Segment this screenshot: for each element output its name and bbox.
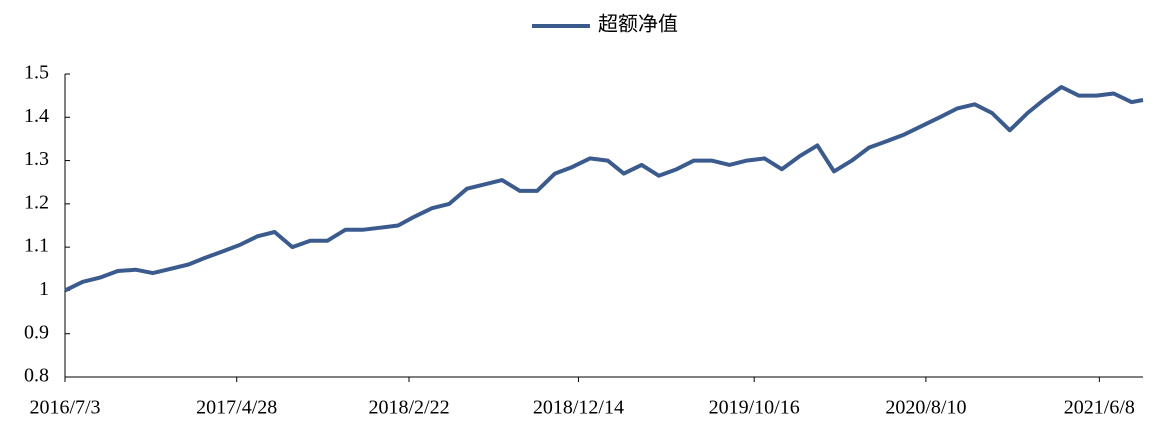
y-tick-label: 1.4 <box>24 105 49 127</box>
x-tick-label: 2020/8/10 <box>885 397 966 419</box>
y-tick-label: 1.5 <box>24 62 49 84</box>
data-line <box>64 85 1144 293</box>
y-tick-label: 1.2 <box>24 191 49 213</box>
legend-label: 超额净值 <box>598 13 678 36</box>
x-tick-label: 2017/4/28 <box>196 397 277 419</box>
y-tick-label: 0.9 <box>24 321 49 343</box>
x-tick-label: 2016/7/3 <box>29 397 100 419</box>
x-tick-label: 2019/10/16 <box>709 397 800 419</box>
y-tick-label: 0.8 <box>24 365 49 387</box>
x-tick-label: 2018/2/22 <box>368 397 449 419</box>
x-tick-label: 2018/12/14 <box>533 397 624 419</box>
x-tick-label: 2021/6/8 <box>1064 397 1135 419</box>
y-tick-label: 1.1 <box>24 235 49 257</box>
y-tick-label: 1.3 <box>24 148 49 170</box>
y-tick-label: 1 <box>39 278 49 300</box>
